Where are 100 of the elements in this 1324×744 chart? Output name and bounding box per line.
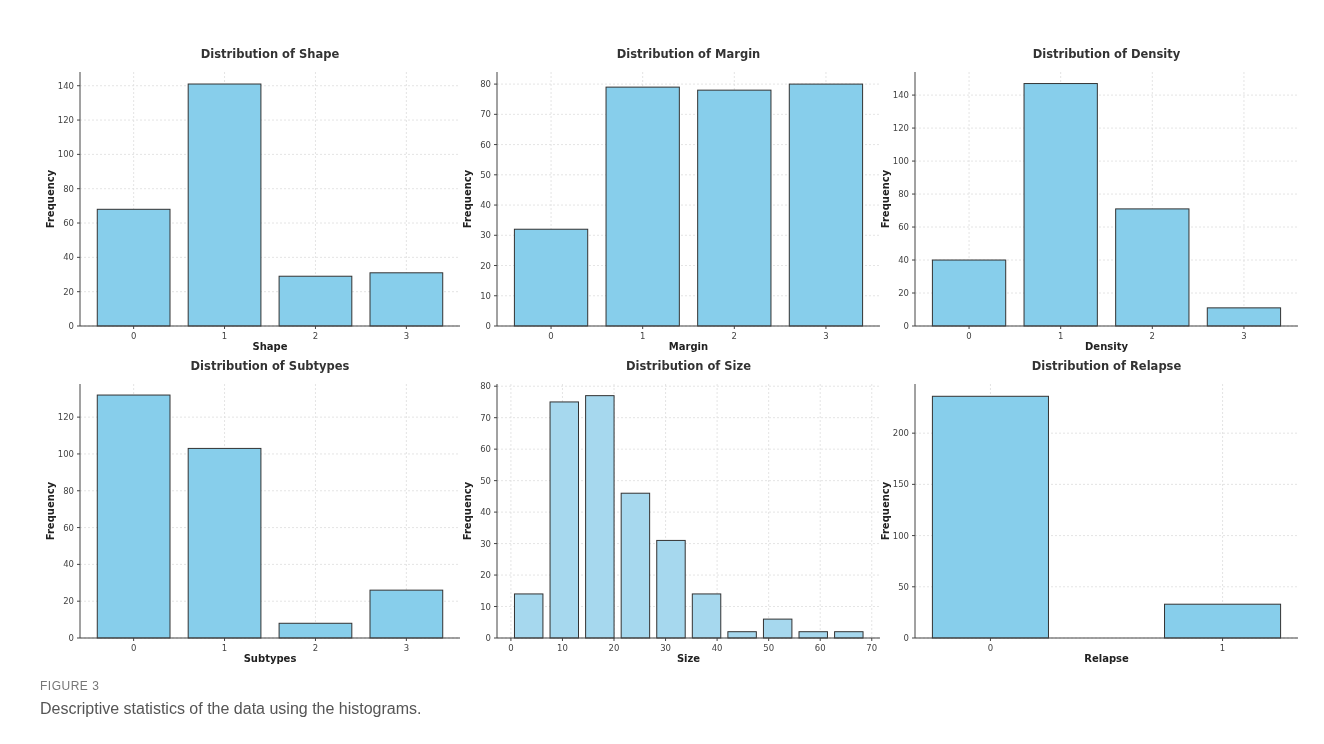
x-tick-label: 2 [1149,331,1156,341]
y-tick-label: 60 [480,444,491,455]
x-tick-label: 0 [987,643,994,653]
y-tick-label: 80 [63,183,74,194]
x-tick-label: 3 [403,331,410,341]
x-axis-title: Size [676,653,701,664]
y-tick-label: 100 [57,448,74,459]
x-tick-label: 10 [557,643,568,653]
x-tick-label: 50 [763,643,775,653]
y-tick-label: 50 [480,169,491,180]
x-tick-label: 0 [508,643,514,653]
y-tick-label: 80 [898,189,909,200]
y-tick-label: 20 [63,286,74,297]
y-tick-label: 50 [898,581,909,592]
y-tick-label: 0 [68,633,74,643]
x-tick-label: 20 [608,643,620,653]
chart-title: Distribution of Margin [616,47,761,61]
x-axis-title: Relapse [1084,653,1129,664]
y-tick-label: 20 [63,596,74,607]
y-tick-label: 0 [903,321,909,331]
caption: FIGURE 3 [40,679,100,693]
y-tick-label: 70 [480,109,491,120]
chart-title: Distribution of Relapse [1031,359,1182,373]
y-tick-label: 0 [485,633,491,643]
bar [1023,83,1098,327]
x-tick-label: 1 [639,331,646,341]
x-tick-label: 60 [814,643,826,653]
y-tick-label: 120 [57,115,74,126]
x-tick-label: 0 [130,643,137,653]
y-tick-label: 10 [480,290,491,301]
x-axis-title: Margin [668,341,709,352]
bar [1206,307,1282,327]
y-tick-label: 60 [898,222,909,233]
y-axis-title: Frequency [880,169,891,229]
x-tick-label: 2 [731,331,738,341]
y-tick-label: 120 [892,123,909,134]
y-tick-label: 40 [480,200,491,211]
y-tick-label: 200 [892,428,909,439]
x-tick-label: 3 [403,643,410,653]
x-tick-label: 1 [221,331,228,341]
bar [1115,208,1190,327]
bar [788,83,864,327]
x-tick-label: 2 [312,331,319,341]
y-tick-label: 80 [480,79,491,90]
y-tick-label: 140 [57,80,74,91]
bar [513,228,589,327]
y-tick-label: 0 [68,321,74,331]
x-axis-title: Subtypes [243,653,297,664]
x-tick-label: 3 [1241,331,1247,341]
bar [187,83,262,327]
chart-title: Distribution of Density [1032,47,1181,61]
y-tick-label: 60 [63,522,74,533]
y-tick-label: 100 [892,530,909,541]
y-tick-label: 0 [903,633,909,643]
bar [369,272,444,327]
x-tick-label: 3 [823,331,829,341]
text: Descriptive statistics of the data using the histograms. [40,700,422,717]
chart-title: Distribution of Shape [200,47,340,61]
x-tick-label: 0 [966,331,972,341]
y-axis-title: Frequency [462,169,473,229]
chart-title: Distribution of Subtypes [190,359,350,373]
y-tick-label: 100 [57,149,74,160]
x-tick-label: 70 [866,643,878,653]
y-tick-label: 80 [63,485,74,496]
x-tick-label: 30 [660,643,671,653]
y-tick-label: 100 [892,156,909,167]
y-tick-label: 140 [892,90,909,101]
x-tick-label: 1 [1219,643,1226,653]
bar [605,86,680,327]
y-tick-label: 60 [480,139,491,150]
x-tick-label: 2 [312,643,319,653]
x-tick-label: 1 [221,643,228,653]
x-tick-label: 40 [711,643,723,653]
y-axis-title: Frequency [462,481,473,541]
x-tick-label: 0 [548,331,554,341]
y-tick-label: 40 [898,255,909,266]
y-tick-label: 40 [63,559,74,570]
x-axis-title: Density [1085,341,1129,352]
y-axis-title: Frequency [45,169,56,229]
y-tick-label: 20 [898,288,909,299]
bar [931,259,1007,327]
y-tick-label: 60 [63,218,74,229]
y-tick-label: 70 [480,412,491,423]
y-tick-label: 50 [480,475,491,486]
y-axis-title: Frequency [880,481,891,541]
x-axis-title: Shape [252,341,288,352]
bar [96,208,171,327]
y-tick-label: 40 [480,507,491,518]
y-tick-label: 30 [480,230,491,241]
bar [369,589,444,639]
y-tick-label: 0 [485,321,491,331]
y-tick-label: 120 [57,412,74,423]
y-axis-title: Frequency [45,481,56,541]
x-tick-label: 1 [1057,331,1064,341]
chart-title: Distribution of Size [625,359,752,373]
y-tick-label: 10 [480,601,491,612]
y-tick-label: 40 [63,252,74,263]
bar [697,89,772,327]
y-tick-label: 20 [480,570,491,581]
bar [187,447,262,639]
